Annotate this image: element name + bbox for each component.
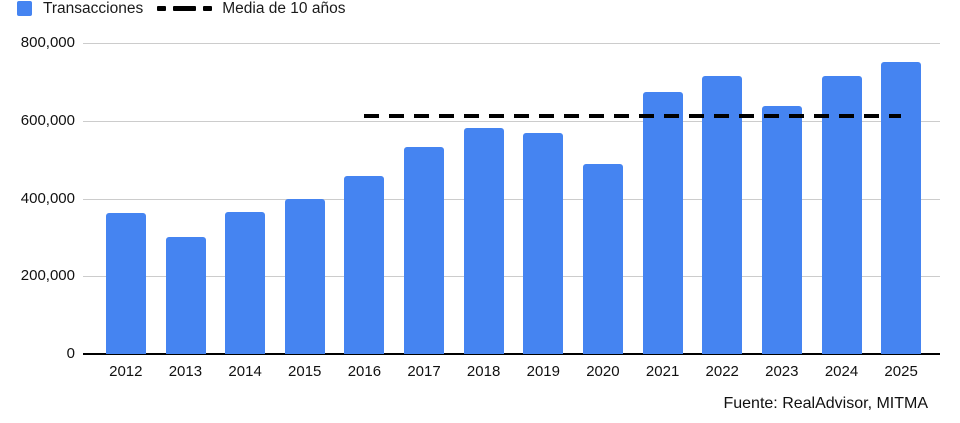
- bar-2024: [821, 76, 862, 354]
- y-axis-label: 200,000: [20, 267, 75, 284]
- x-axis-label-2022: 2022: [705, 363, 739, 380]
- gridline: [83, 199, 940, 200]
- x-axis-label-2015: 2015: [288, 363, 322, 380]
- bar-2016: [344, 176, 385, 354]
- bar-2014: [225, 211, 266, 354]
- x-axis-baseline: [83, 353, 940, 355]
- average-legend-label: Media de 10 años: [222, 0, 346, 17]
- bar-2022: [702, 75, 743, 354]
- x-axis-label-2014: 2014: [228, 363, 262, 380]
- y-axis-label: 600,000: [20, 112, 75, 129]
- bar-2015: [284, 198, 325, 354]
- source-note: Fuente: RealAdvisor, MITMA: [723, 395, 928, 412]
- y-axis-label: 400,000: [20, 190, 75, 207]
- x-axis-label-2019: 2019: [526, 363, 560, 380]
- x-axis-label-2021: 2021: [645, 363, 680, 380]
- bar-2021: [642, 92, 683, 354]
- x-axis-label-2016: 2016: [347, 363, 382, 380]
- x-axis-label-2024: 2024: [824, 363, 859, 380]
- gridline: [83, 276, 940, 277]
- gridline: [83, 43, 940, 44]
- ten-year-average-line: [364, 114, 902, 118]
- x-axis-label-2020: 2020: [586, 363, 620, 380]
- average-line-legend-dashes: [157, 6, 213, 11]
- gridline: [83, 121, 940, 122]
- x-axis-label-2013: 2013: [168, 363, 203, 380]
- bar-2025: [881, 62, 922, 354]
- bar-2012: [105, 212, 146, 354]
- bar-2023: [761, 106, 802, 354]
- bar-2020: [582, 163, 623, 354]
- x-axis-label-2018: 2018: [466, 363, 501, 380]
- x-axis-label-2012: 2012: [109, 363, 143, 380]
- transactions-series-swatch: [17, 1, 32, 16]
- bar-2019: [523, 133, 564, 354]
- y-axis-label: 0: [66, 345, 75, 362]
- x-axis-label-2017: 2017: [407, 363, 441, 380]
- bar-2018: [463, 127, 504, 354]
- x-axis-label-2023: 2023: [765, 363, 799, 380]
- bar-2013: [165, 237, 206, 354]
- transactions-legend-label: Transacciones: [43, 0, 144, 17]
- bar-2017: [404, 147, 444, 354]
- y-axis-label: 800,000: [20, 34, 75, 51]
- x-axis-label-2025: 2025: [884, 363, 918, 380]
- chart-legend: Transacciones Media de 10 años: [17, 0, 345, 17]
